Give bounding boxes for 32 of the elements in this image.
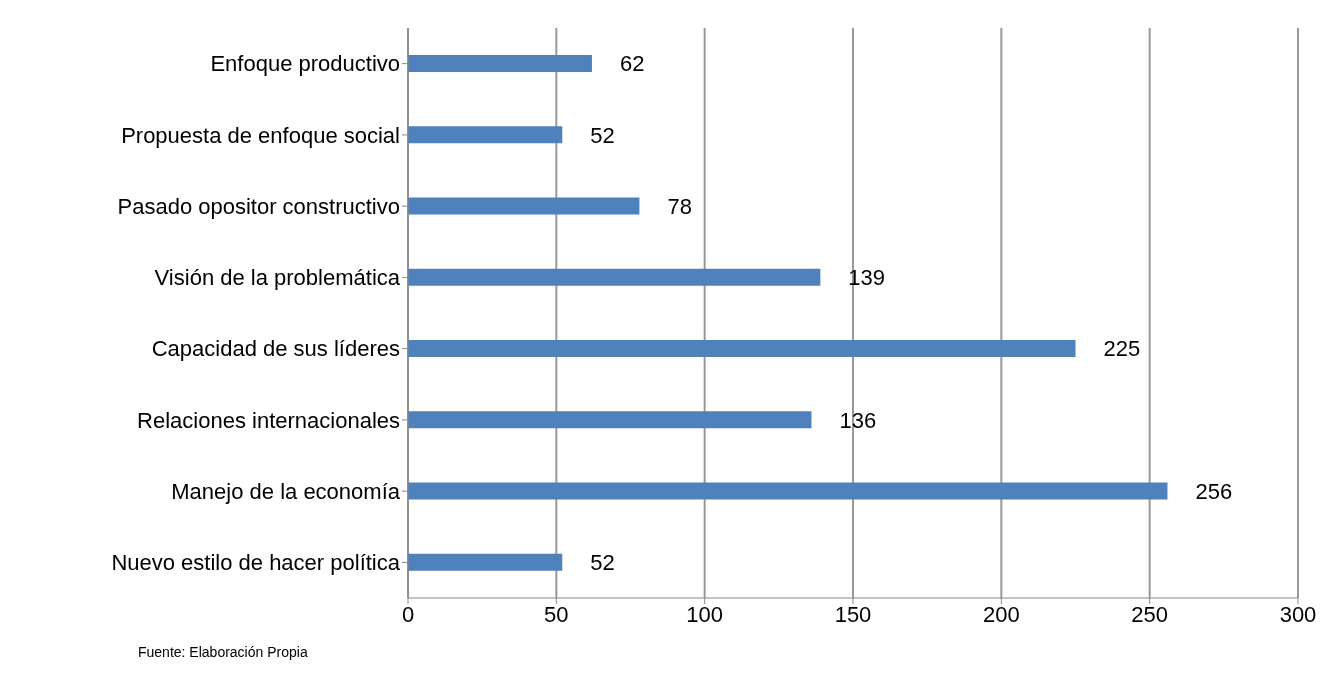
x-tick-label: 100 [686, 601, 724, 627]
x-tick-label: 300 [1279, 601, 1317, 627]
data-label: 136 [839, 407, 877, 433]
data-label: 256 [1195, 478, 1233, 504]
y-tick-label: Propuesta de enfoque social [121, 122, 400, 148]
data-label: 78 [667, 193, 692, 219]
x-tick-label: 50 [544, 601, 569, 627]
data-label: 52 [590, 550, 615, 576]
bar [408, 553, 563, 571]
bar [408, 126, 563, 144]
y-tick-label: Enfoque productivo [210, 51, 400, 77]
y-tick-label: Manejo de la economía [171, 478, 401, 504]
x-tick-label: 250 [1131, 601, 1169, 627]
bar [408, 340, 1076, 357]
bar [408, 411, 812, 429]
y-tick-label: Nuevo estilo de hacer política [111, 550, 401, 576]
y-tick-label: Pasado opositor constructivo [117, 193, 400, 219]
bar [408, 55, 592, 72]
source-note: Fuente: Elaboración Propia [138, 644, 308, 660]
y-tick-label: Relaciones internacionales [137, 407, 400, 433]
bar [408, 482, 1168, 500]
x-tick-label: 150 [834, 601, 872, 627]
bar [408, 197, 640, 215]
data-label: 52 [590, 122, 615, 148]
y-tick-label: Capacidad de sus líderes [151, 336, 400, 362]
x-tick-label: 200 [982, 601, 1020, 627]
bar [408, 268, 821, 286]
data-label: 225 [1103, 336, 1141, 362]
y-tick-label: Visión de la problemática [154, 265, 401, 291]
data-label: 62 [619, 51, 645, 77]
data-label: 139 [848, 265, 886, 291]
x-tick-label: 0 [401, 601, 415, 627]
